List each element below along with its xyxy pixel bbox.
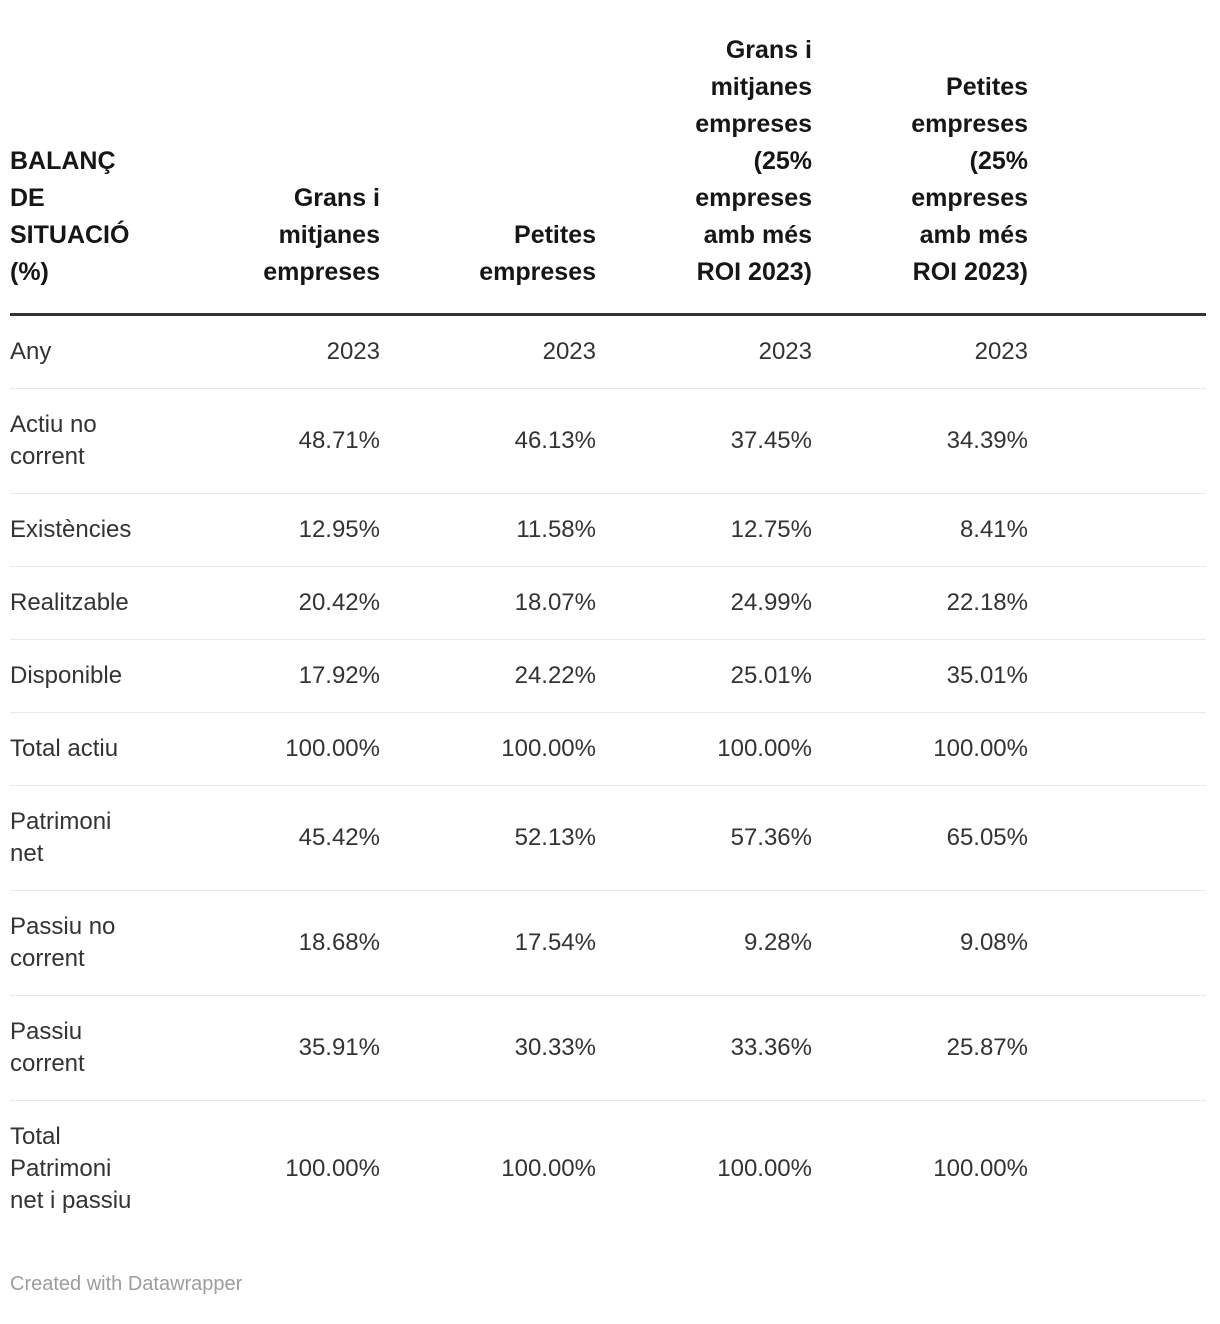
table-cell: 11.58%	[516, 516, 596, 543]
row-label: Actiu no corrent	[10, 411, 97, 470]
table-title-header: BALANÇ DE SITUACIÓ (%)	[10, 147, 130, 286]
table-cell: 100.00%	[285, 735, 380, 762]
row-label: Passiu no corrent	[10, 913, 116, 972]
table-cell: 100.00%	[501, 1155, 596, 1182]
table-row-disponible: Disponible 17.92% 24.22% 25.01% 35.01%	[10, 639, 1206, 713]
table-cell: 25.87%	[946, 1034, 1028, 1061]
table-cell: 48.71%	[298, 427, 380, 454]
cell-spacer	[1028, 786, 1206, 891]
table-cell: 2023	[758, 338, 812, 365]
cell-spacer	[1028, 891, 1206, 996]
table-cell: 8.41%	[959, 516, 1028, 543]
table-row-existencies: Existències 12.95% 11.58% 12.75% 8.41%	[10, 493, 1206, 567]
cell-spacer	[1028, 494, 1206, 567]
table-row-patrimoni-net: Patrimoni net 45.42% 52.13% 57.36% 65.05…	[10, 785, 1206, 891]
table-cell: 9.28%	[743, 929, 812, 956]
table-cell: 100.00%	[501, 735, 596, 762]
table-cell: 46.13%	[514, 427, 596, 454]
row-label: Total Patrimoni net i passiu	[10, 1123, 132, 1214]
table-cell: 24.22%	[514, 662, 596, 689]
row-label: Passiu corrent	[10, 1018, 85, 1077]
header-row: BALANÇ DE SITUACIÓ (%) Grans i mitjanes …	[10, 32, 1206, 315]
table-cell: 18.07%	[514, 589, 596, 616]
table-cell: 25.01%	[730, 662, 812, 689]
table-cell: 22.18%	[946, 589, 1028, 616]
table-cell: 65.05%	[946, 824, 1028, 851]
table-cell: 100.00%	[285, 1155, 380, 1182]
table-cell: 12.95%	[298, 516, 380, 543]
table-cell: 100.00%	[933, 1155, 1028, 1182]
cell-spacer	[1028, 713, 1206, 786]
cell-spacer	[1028, 1101, 1206, 1238]
attribution-footer: Created with Datawrapper	[10, 1273, 1220, 1296]
column-header-grans-mitjanes: Grans i mitjanes empreses	[263, 184, 380, 286]
table-cell: 52.13%	[514, 824, 596, 851]
table-chart-container: BALANÇ DE SITUACIÓ (%) Grans i mitjanes …	[10, 32, 1206, 1237]
table-cell: 12.75%	[730, 516, 812, 543]
table-cell: 2023	[326, 338, 380, 365]
table-cell: 30.33%	[514, 1034, 596, 1061]
table-cell: 2023	[974, 338, 1028, 365]
header-spacer	[1028, 32, 1206, 315]
table-row-passiu-no-corrent: Passiu no corrent 18.68% 17.54% 9.28% 9.…	[10, 890, 1206, 996]
table-cell: 34.39%	[946, 427, 1028, 454]
column-header-petites: Petites empreses	[479, 221, 596, 286]
cell-spacer	[1028, 567, 1206, 640]
table-cell: 57.36%	[730, 824, 812, 851]
table-cell: 35.91%	[298, 1034, 380, 1061]
table-row-realitzable: Realitzable 20.42% 18.07% 24.99% 22.18%	[10, 566, 1206, 640]
table-cell: 100.00%	[933, 735, 1028, 762]
table-cell: 100.00%	[717, 735, 812, 762]
table-cell: 17.54%	[514, 929, 596, 956]
table-cell: 37.45%	[730, 427, 812, 454]
table-row-actiu-no-corrent: Actiu no corrent 48.71% 46.13% 37.45% 34…	[10, 388, 1206, 494]
balance-sheet-table: BALANÇ DE SITUACIÓ (%) Grans i mitjanes …	[10, 32, 1206, 1237]
row-label: Realitzable	[10, 589, 129, 616]
datawrapper-credit-link[interactable]: Created with Datawrapper	[10, 1273, 243, 1295]
table-cell: 35.01%	[946, 662, 1028, 689]
table-cell: 100.00%	[717, 1155, 812, 1182]
table-cell: 9.08%	[959, 929, 1028, 956]
row-label: Any	[10, 338, 52, 365]
table-row-passiu-corrent: Passiu corrent 35.91% 30.33% 33.36% 25.8…	[10, 995, 1206, 1101]
table-row-total-patrimoni: Total Patrimoni net i passiu 100.00% 100…	[10, 1100, 1206, 1238]
row-label: Patrimoni net	[10, 808, 112, 867]
table-cell: 18.68%	[298, 929, 380, 956]
table-cell: 24.99%	[730, 589, 812, 616]
column-header-petites-roi: Petites empreses (25% empreses amb més R…	[911, 73, 1028, 286]
table-cell: 17.92%	[298, 662, 380, 689]
table-cell: 2023	[542, 338, 596, 365]
row-label: Existències	[10, 516, 132, 543]
table-cell: 20.42%	[298, 589, 380, 616]
cell-spacer	[1028, 315, 1206, 389]
table-row-any: Any 2023 2023 2023 2023	[10, 315, 1206, 389]
table-cell: 45.42%	[298, 824, 380, 851]
cell-spacer	[1028, 389, 1206, 494]
table-cell: 33.36%	[730, 1034, 812, 1061]
table-row-total-actiu: Total actiu 100.00% 100.00% 100.00% 100.…	[10, 712, 1206, 786]
cell-spacer	[1028, 640, 1206, 713]
column-header-grans-mitjanes-roi: Grans i mitjanes empreses (25% empreses …	[695, 36, 812, 286]
row-label: Disponible	[10, 662, 123, 689]
cell-spacer	[1028, 996, 1206, 1101]
row-label: Total actiu	[10, 735, 119, 762]
